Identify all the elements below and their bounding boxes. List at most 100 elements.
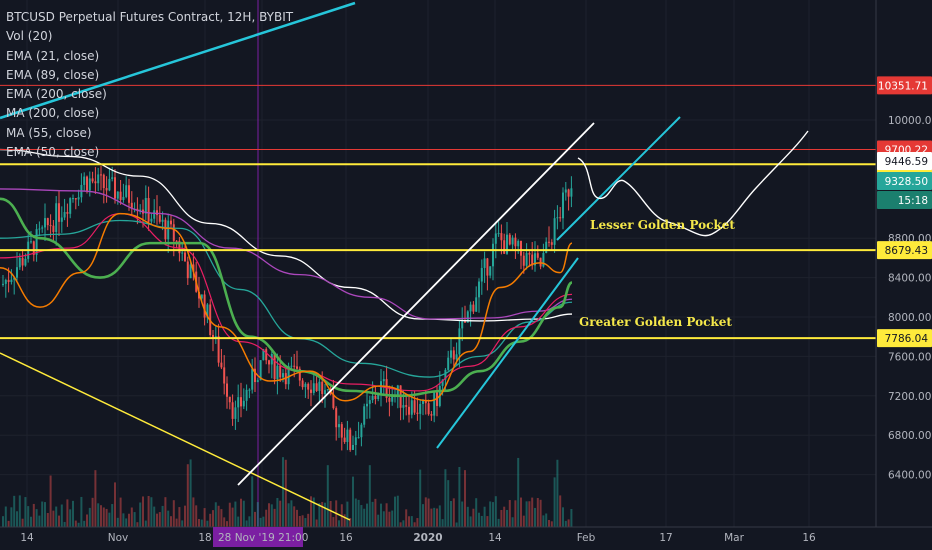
candle-body bbox=[332, 394, 335, 409]
ema21-line bbox=[0, 212, 573, 402]
volume-bar bbox=[478, 512, 480, 527]
candle-body bbox=[562, 192, 564, 219]
candle-body bbox=[231, 402, 234, 419]
candle-body bbox=[553, 218, 556, 245]
volume-bar bbox=[125, 518, 128, 527]
candle-body bbox=[310, 389, 312, 393]
price-label-text: 9328.50 bbox=[885, 176, 928, 188]
price-label-box bbox=[877, 76, 932, 95]
candle-body bbox=[352, 445, 354, 450]
candle-body bbox=[450, 350, 452, 358]
candle-body bbox=[147, 198, 150, 222]
candle-body bbox=[410, 400, 413, 415]
candle-body bbox=[13, 277, 16, 280]
volume-bar bbox=[388, 511, 391, 527]
volume-bar bbox=[139, 502, 142, 527]
legend-indicator[interactable]: EMA (200, close) bbox=[6, 87, 107, 102]
time-tick-label: Mar bbox=[724, 532, 744, 544]
candle-body bbox=[388, 397, 391, 402]
volume-bar bbox=[18, 495, 21, 527]
volume-bar bbox=[44, 502, 46, 527]
volume-bar bbox=[385, 503, 388, 527]
candle-body bbox=[497, 233, 500, 235]
volume-bar bbox=[100, 505, 102, 527]
candle-body bbox=[391, 395, 394, 402]
candle-body bbox=[366, 403, 368, 407]
volume-bar bbox=[492, 502, 494, 527]
price-label-text: 8679.43 bbox=[885, 245, 928, 257]
candle-body bbox=[105, 188, 108, 191]
volume-bar bbox=[153, 506, 156, 527]
candle-body bbox=[422, 400, 424, 404]
volume-bar bbox=[265, 509, 268, 527]
candle-body bbox=[349, 429, 352, 450]
legend-indicator[interactable]: Vol (20) bbox=[6, 29, 53, 44]
upper-cyan-trendline bbox=[0, 1, 356, 120]
legend-indicator[interactable]: MA (200, close) bbox=[6, 106, 100, 121]
candle-body bbox=[237, 397, 240, 408]
time-axis[interactable] bbox=[0, 527, 932, 550]
candle-body bbox=[2, 283, 4, 285]
candle-body bbox=[178, 240, 181, 254]
volume-bar bbox=[514, 500, 517, 527]
volume-bar bbox=[430, 508, 433, 527]
volume-bar bbox=[324, 502, 326, 527]
candle-body bbox=[172, 224, 175, 241]
volume-bar bbox=[228, 502, 231, 527]
legend-indicator[interactable]: MA (55, close) bbox=[6, 125, 92, 140]
candle-body bbox=[4, 279, 7, 284]
time-tick-label: 14 bbox=[488, 532, 502, 544]
volume-bar bbox=[419, 469, 422, 527]
candle-body bbox=[461, 321, 464, 329]
candle-body bbox=[570, 188, 573, 197]
candle-body bbox=[184, 252, 186, 262]
candle-body bbox=[287, 365, 290, 385]
candle-body bbox=[405, 405, 408, 407]
volume-bar bbox=[128, 513, 130, 527]
time-tick-label: 14 bbox=[20, 532, 34, 544]
volume-bar bbox=[534, 507, 536, 527]
candle-body bbox=[94, 181, 97, 184]
candle-body bbox=[506, 234, 508, 254]
legend-indicator[interactable]: EMA (21, close) bbox=[6, 48, 100, 63]
volume-bar bbox=[10, 507, 13, 527]
volume-bar bbox=[32, 503, 35, 527]
volume-bar bbox=[520, 497, 522, 527]
volume-bar bbox=[374, 498, 377, 527]
volume-bar bbox=[111, 504, 114, 527]
volume-bar bbox=[506, 509, 508, 527]
candle-body bbox=[472, 304, 475, 312]
volume-bar bbox=[458, 466, 461, 527]
candle-body bbox=[186, 261, 189, 279]
volume-bar bbox=[567, 519, 570, 527]
price-label-text: 10351.71 bbox=[878, 80, 928, 92]
volume-bar bbox=[198, 518, 200, 527]
price-label-box bbox=[877, 152, 932, 170]
volume-bar bbox=[77, 522, 80, 527]
volume-bar bbox=[220, 509, 223, 527]
legend-indicator[interactable]: EMA (50, close) bbox=[6, 145, 100, 160]
volume-bar bbox=[175, 518, 178, 527]
volume-bar bbox=[144, 520, 147, 527]
volume-bar bbox=[284, 459, 287, 527]
volume-bar bbox=[455, 522, 458, 527]
ma55-line bbox=[0, 212, 573, 392]
candle-body bbox=[340, 424, 343, 438]
candle-body bbox=[298, 368, 301, 381]
candle-body bbox=[175, 240, 178, 242]
candle-body bbox=[150, 218, 153, 222]
candle-body bbox=[139, 209, 142, 211]
volume-bar bbox=[536, 497, 539, 527]
volume-bar bbox=[133, 512, 136, 527]
candle-body bbox=[444, 369, 447, 380]
legend-indicator[interactable]: EMA (89, close) bbox=[6, 67, 100, 82]
volume-bar bbox=[360, 505, 363, 527]
volume-bar bbox=[399, 522, 402, 527]
upper-cyan-channel-line bbox=[556, 116, 681, 241]
price-labels: 10351.719700.229550.519446.599328.5015:1… bbox=[877, 76, 932, 348]
volume-bar bbox=[254, 511, 256, 527]
candle-body bbox=[200, 294, 203, 299]
volume-bars bbox=[2, 457, 573, 527]
candle-body bbox=[192, 264, 195, 272]
